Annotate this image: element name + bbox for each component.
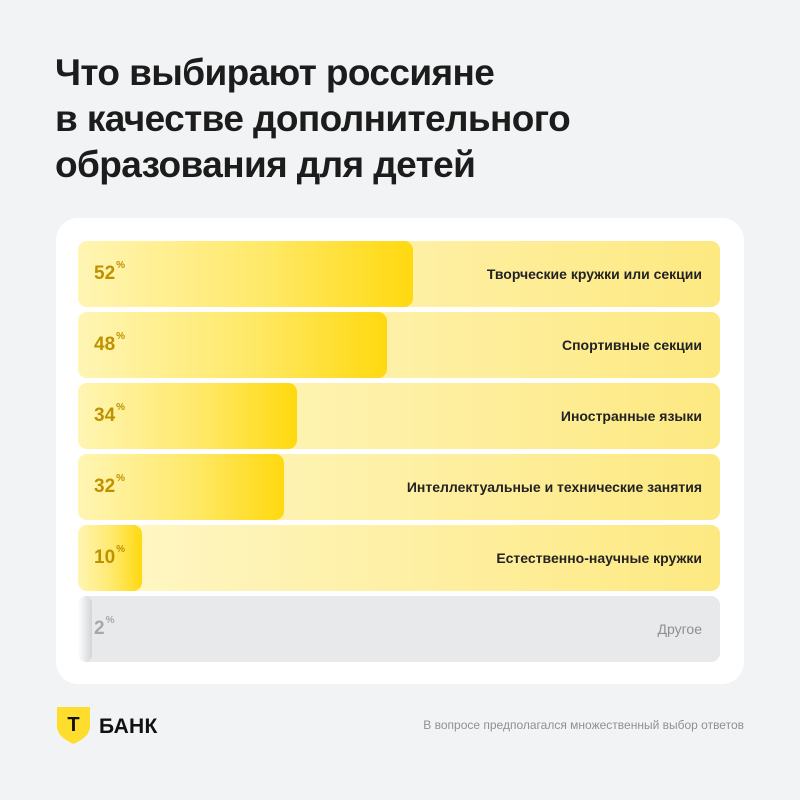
bar-value-label: 2% xyxy=(94,615,115,639)
bar-row: 32% Интеллектуальные и технические заняти… xyxy=(78,454,720,520)
percent-sign: % xyxy=(116,331,126,342)
shield-letter: Т xyxy=(67,714,79,736)
bar-category-label: Спортивные секции xyxy=(561,337,702,353)
bar-row: 10% Естественно-научные кружки xyxy=(78,525,720,591)
bar-fill xyxy=(78,241,413,307)
bar-value-label: 34% xyxy=(94,402,126,426)
bar-category-label: Творческие кружки или секции xyxy=(486,266,702,282)
footnote: В вопросе предполагался множественный вы… xyxy=(423,718,744,732)
title-line-2: в качестве дополнительного xyxy=(55,98,571,139)
bar-fill xyxy=(78,454,284,520)
percent-sign: % xyxy=(116,473,126,484)
percent-sign: % xyxy=(105,615,115,626)
bar-value-label: 48% xyxy=(94,331,126,355)
percent-sign: % xyxy=(116,402,126,413)
shield-icon: Т xyxy=(57,707,90,744)
bar-row: 2% Другое xyxy=(78,596,720,662)
bar-chart-card: 52% Творческие кружки или секции 48% Спорти… xyxy=(56,218,744,684)
chart-title: Что выбирают россияне в качестве дополни… xyxy=(55,50,715,188)
bar-fill xyxy=(78,383,297,449)
bar-category-label: Другое xyxy=(657,621,702,637)
bar-row: 34% Иностранные языки xyxy=(78,383,720,449)
brand-name: БАНК xyxy=(99,715,158,738)
percent-sign: % xyxy=(116,544,126,555)
bar-fill xyxy=(78,312,387,378)
bar-value-label: 10% xyxy=(94,544,126,568)
bar-category-label: Естественно-научные кружки xyxy=(496,550,702,566)
bar-row: 48% Спортивные секции xyxy=(78,312,720,378)
bar-fill xyxy=(78,596,92,662)
bar-value-label: 32% xyxy=(94,473,126,497)
bar-row: 52% Творческие кружки или секции xyxy=(78,241,720,307)
bar-fill xyxy=(78,525,142,591)
bar-category-label: Иностранные языки xyxy=(560,408,702,424)
percent-sign: % xyxy=(116,260,126,271)
bar-value-label: 52% xyxy=(94,260,126,284)
title-line-3: образования для детей xyxy=(55,144,476,185)
bar-category-label: Интеллектуальные и технические занятия xyxy=(406,479,702,495)
title-line-1: Что выбирают россияне xyxy=(55,52,495,93)
